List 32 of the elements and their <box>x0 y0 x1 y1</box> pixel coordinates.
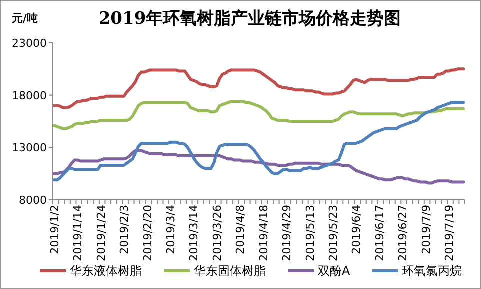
x-tick-label: 2019/3/26 <box>210 205 224 262</box>
line-series <box>52 101 466 182</box>
x-tick-label: 2019/4/18 <box>257 205 270 262</box>
legend-label: 环氧氯丙烷 <box>402 264 462 278</box>
x-tick-label: 2019/3/4 <box>164 205 178 254</box>
line-series <box>52 68 466 110</box>
y-tick-label: 23000 <box>12 37 47 50</box>
x-tick-label: 2019/6/17 <box>373 205 386 262</box>
x-tick-label: 2019/2/20 <box>141 205 154 262</box>
x-tick-label: 2019/6/4 <box>350 205 364 254</box>
x-tick-label: 2019/4/8 <box>234 205 248 254</box>
legend-label: 华东固体树脂 <box>194 264 266 278</box>
x-tick-label: 2019/4/29 <box>280 205 294 262</box>
x-tick-label: 2019/5/13 <box>304 205 317 262</box>
line-series <box>52 149 466 185</box>
chart-title: 2019年环氧树脂产业链市场价格走势图 <box>98 9 402 29</box>
line-series <box>52 100 466 130</box>
y-tick-label: 13000 <box>12 142 47 155</box>
y-axis-title: 元/吨 <box>11 12 38 25</box>
x-tick-label: 2019/2/3 <box>118 205 132 254</box>
x-tick-label: 2019/1/2 <box>48 205 62 254</box>
x-tick-label: 2019/6/27 <box>396 205 410 262</box>
x-tick-label: 2019/3/14 <box>188 205 201 262</box>
x-tick-label: 2019/1/24 <box>94 205 108 262</box>
x-tick-label: 2019/1/14 <box>72 205 85 262</box>
y-tick-label: 8000 <box>19 194 47 207</box>
legend-label: 华东液体树脂 <box>70 264 142 278</box>
x-tick-label: 2019/5/23 <box>326 205 340 262</box>
x-tick-label: 2019/7/19 <box>443 205 456 262</box>
x-tick-label: 2019/7/9 <box>420 205 433 254</box>
legend-label: 双酚A <box>318 264 351 278</box>
y-tick-label: 18000 <box>12 89 47 102</box>
